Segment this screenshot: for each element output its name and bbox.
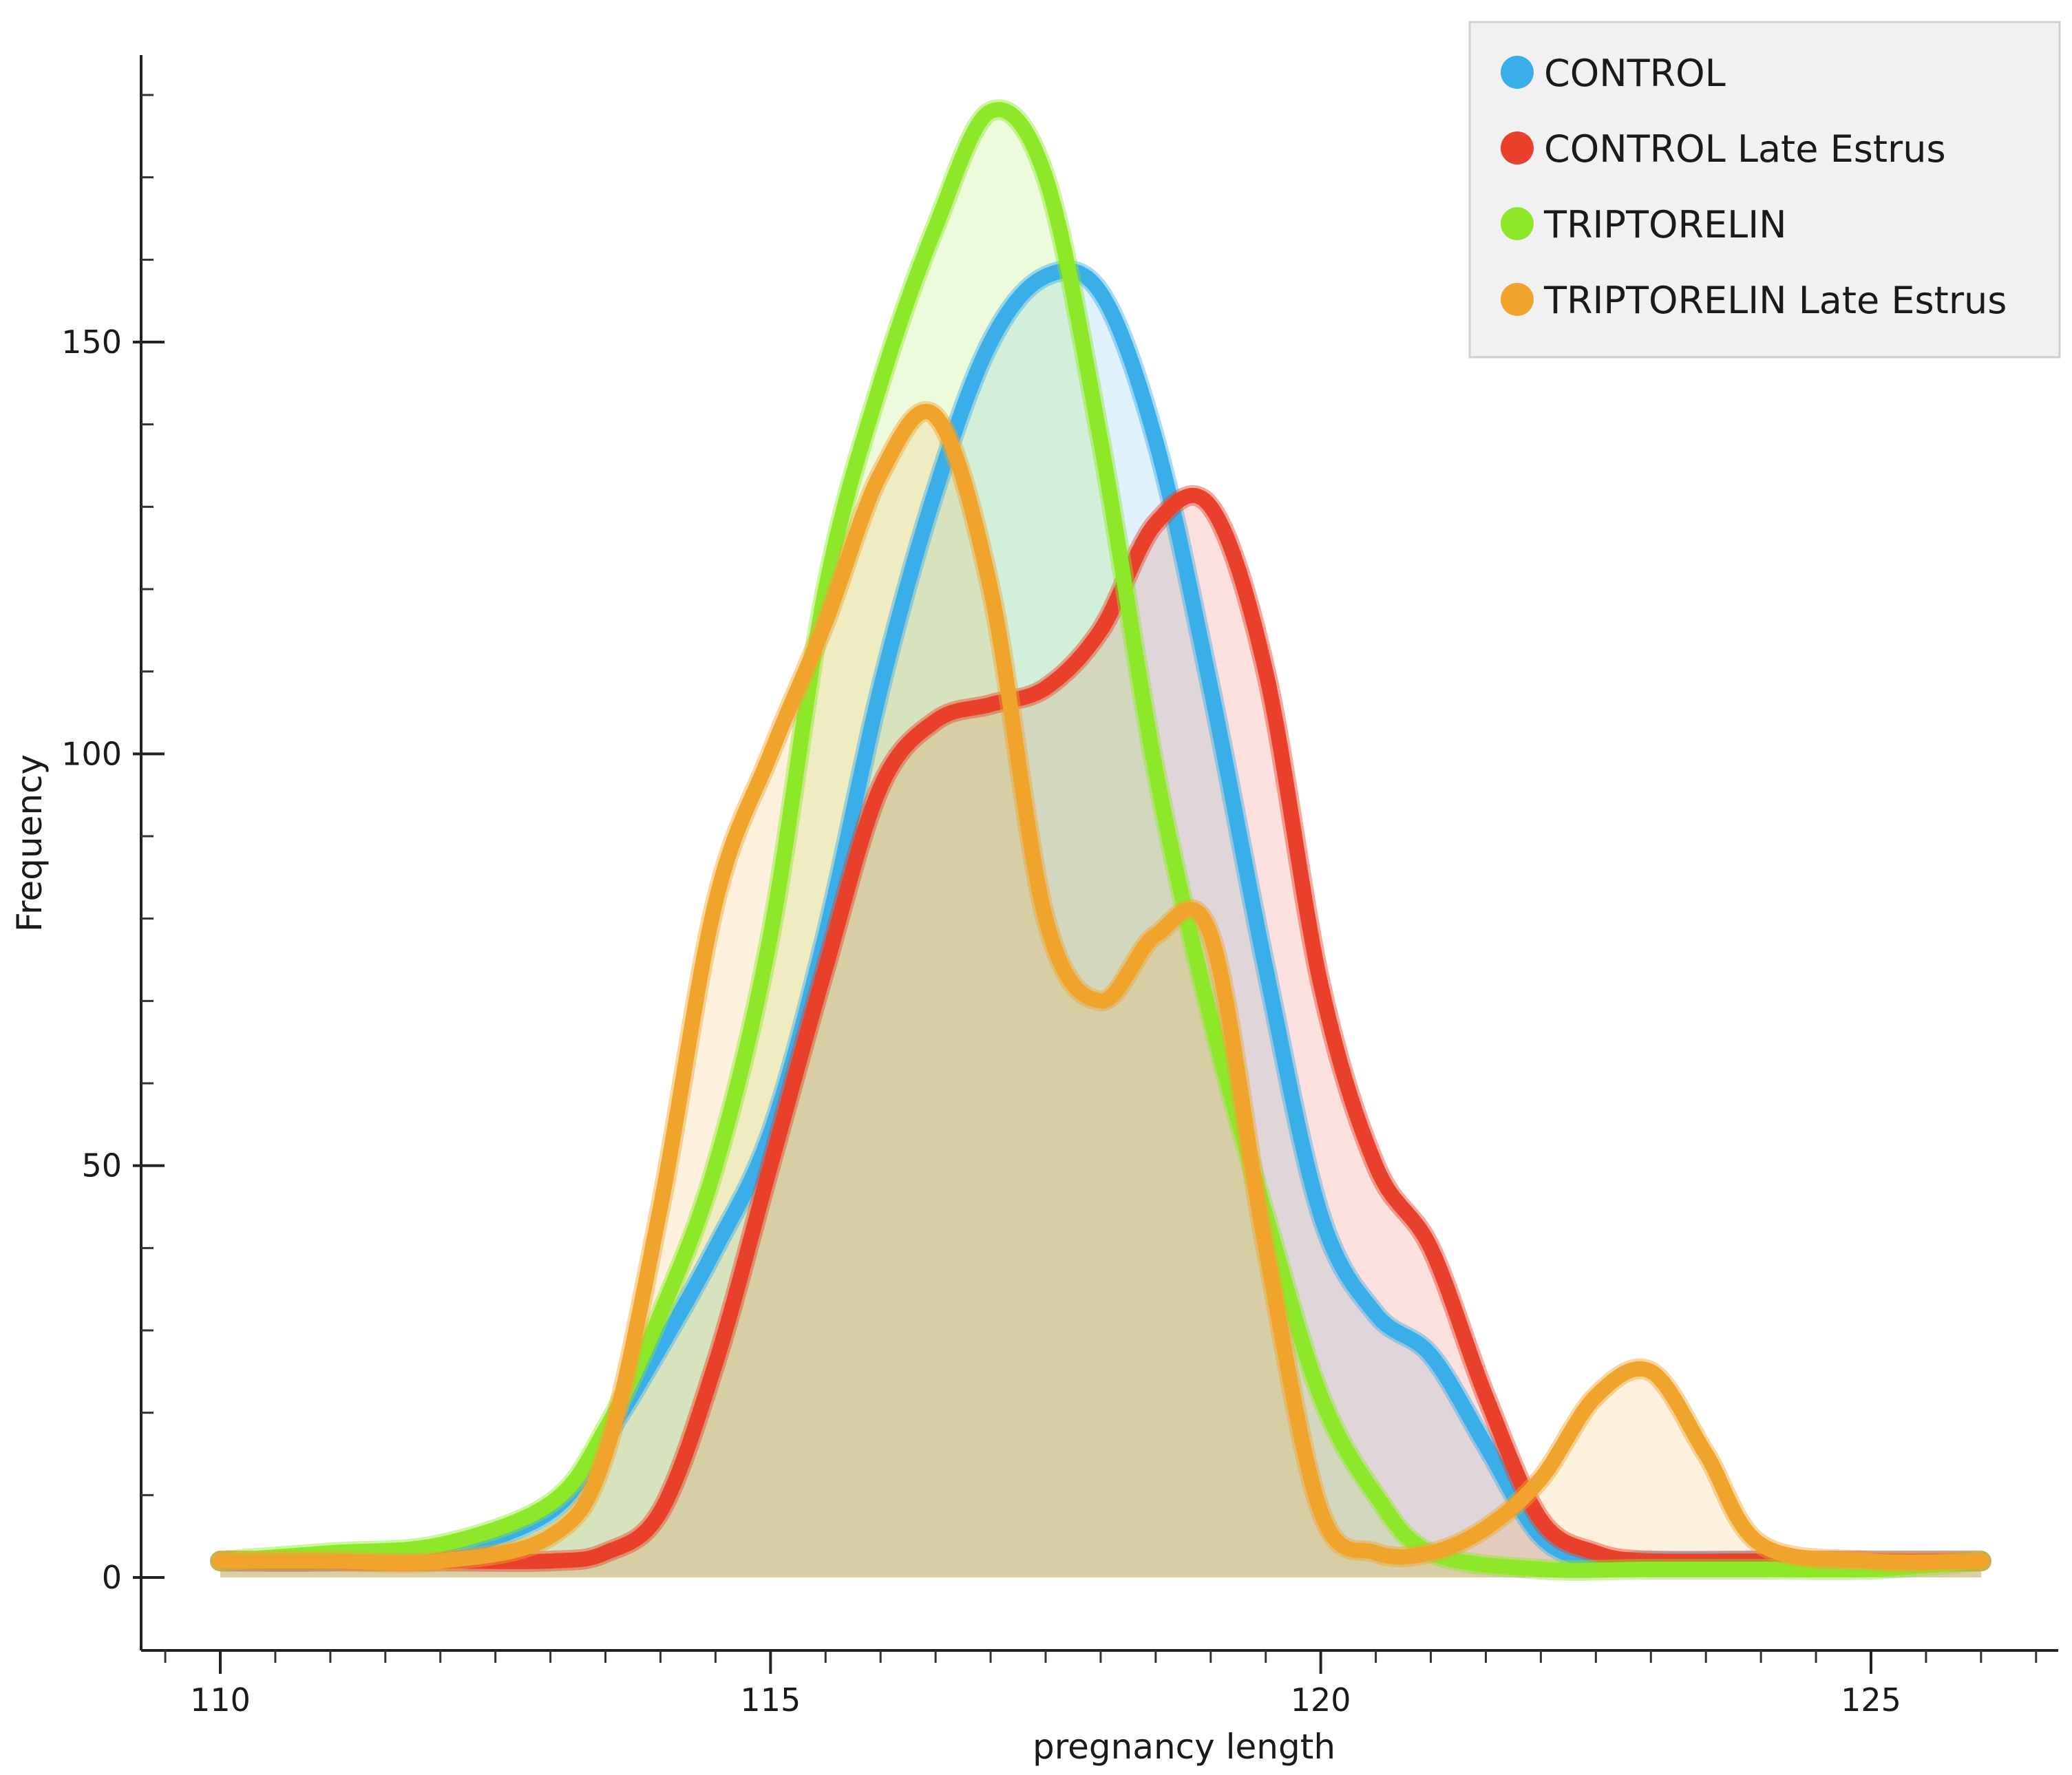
line-stroke-control: [213, 263, 1989, 1571]
line-control: [210, 260, 1991, 1573]
legend-marker: [1501, 131, 1534, 164]
area-triptorelin: [220, 109, 1981, 1578]
legend-label: CONTROL: [1544, 52, 1726, 95]
legend-label: TRIPTORELIN: [1543, 203, 1787, 246]
legend-label: TRIPTORELIN Late Estrus: [1543, 279, 2007, 322]
y-axis-title: Frequency: [10, 754, 50, 932]
x-tick-label: 115: [740, 1681, 801, 1719]
y-tick-label: 0: [102, 1559, 122, 1596]
line-stroke-triptorelin-late-estrus: [213, 403, 1989, 1571]
y-tick-label: 50: [81, 1147, 122, 1184]
area-control-late-estrus: [220, 495, 1981, 1578]
y-tick-label: 150: [61, 323, 122, 361]
legend-item-triptorelin: TRIPTORELIN: [1501, 203, 1787, 246]
legend-marker: [1501, 56, 1534, 89]
area-control: [220, 270, 1981, 1578]
x-tick-label: 125: [1841, 1681, 1901, 1719]
y-tick-label: 100: [61, 735, 122, 772]
line-stroke-triptorelin: [213, 102, 1989, 1578]
x-tick-label: 110: [190, 1681, 251, 1719]
line-triptorelin: [210, 99, 1991, 1581]
legend-box: [1468, 21, 2061, 359]
series-areas: [220, 109, 1981, 1578]
x-axis-ticks: 110 115 120 125: [164, 1650, 2038, 1719]
legend-item-control: CONTROL: [1501, 52, 1726, 95]
legend-label: CONTROL Late Estrus: [1544, 127, 1946, 171]
x-axis-title: pregnancy length: [1033, 1727, 1335, 1767]
line-triptorelin-late-estrus: [210, 401, 1991, 1573]
y-axis-ticks: 0 50 100 150: [61, 94, 165, 1596]
legend-item-control-late-estrus: CONTROL Late Estrus: [1501, 127, 1946, 171]
legend-marker: [1501, 283, 1534, 316]
series-lines: [210, 99, 1991, 1581]
legend-marker: [1501, 207, 1534, 240]
legend-item-triptorelin-late-estrus: TRIPTORELIN Late Estrus: [1501, 279, 2007, 322]
legend: CONTROL CONTROL Late Estrus TRIPTORELIN TRI…: [1468, 21, 2061, 359]
x-tick-label: 120: [1291, 1681, 1351, 1719]
area-triptorelin-late-estrus: [220, 411, 1981, 1578]
